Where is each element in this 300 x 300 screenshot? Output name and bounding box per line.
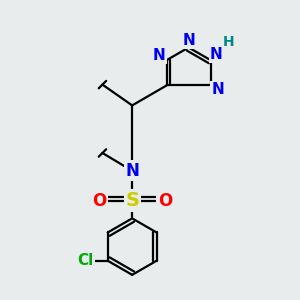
Text: O: O [92, 191, 106, 209]
Text: Cl: Cl [77, 253, 94, 268]
Text: H: H [223, 35, 234, 49]
Text: N: N [210, 46, 223, 62]
Text: O: O [158, 191, 172, 209]
Text: N: N [125, 162, 139, 180]
Text: N: N [153, 48, 166, 63]
Text: N: N [212, 82, 224, 97]
Text: S: S [125, 191, 139, 210]
Text: N: N [182, 32, 195, 47]
